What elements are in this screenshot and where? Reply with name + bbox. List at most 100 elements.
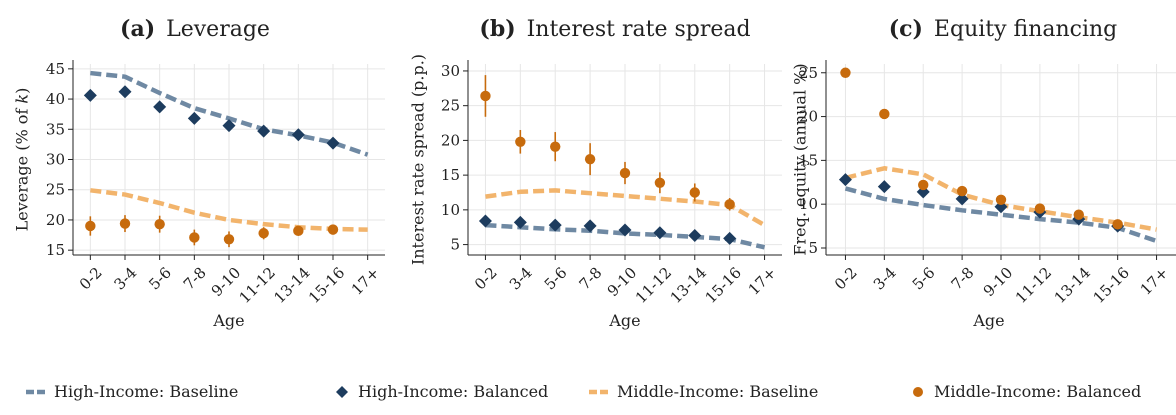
series-points-middle-income-balanced [480, 75, 735, 211]
series-line-high-income-baseline [844, 186, 1158, 244]
panel-title: (c) Equity financing [889, 16, 1118, 42]
data-point-circle [689, 187, 700, 198]
panel-title: (b) Interest rate spread [479, 16, 750, 42]
data-point-diamond [257, 124, 271, 138]
y-tick-label: 25 [799, 64, 818, 82]
data-point-circle [879, 108, 890, 120]
data-point-diamond [291, 128, 305, 142]
legend-item-high-income-balanced: High-Income: Balanced [336, 382, 548, 401]
data-point-circle [515, 136, 526, 147]
series-points-high-income-balanced [478, 214, 737, 245]
series-points-middle-income-balanced [85, 215, 339, 248]
data-point-diamond [187, 111, 201, 125]
data-point-diamond [877, 180, 891, 194]
series-points-middle-income-balanced [840, 67, 1123, 230]
y-tick-label: 10 [799, 195, 818, 213]
data-point-circle [223, 234, 235, 245]
data-point-circle [918, 179, 929, 191]
legend-item-middle-income-baseline: Middle-Income: Baseline [589, 382, 818, 401]
data-point-circle [619, 167, 631, 179]
data-point-circle [293, 225, 304, 237]
legend-label: High-Income: Baseline [54, 382, 238, 401]
panel-title-text: Interest rate spread [516, 17, 751, 42]
data-point-circle [1073, 209, 1084, 220]
x-tick-label: 13-14 [270, 264, 313, 307]
panel-title-text: Equity financing [923, 17, 1117, 42]
panel-title: (a) Leverage [120, 16, 270, 42]
y-tick-label: 25 [441, 97, 460, 115]
data-point-circle [119, 218, 131, 229]
panel-label: (a) [120, 16, 155, 42]
legend-item-high-income-baseline: High-Income: Baseline [26, 382, 238, 401]
x-axis-label: Age [212, 311, 244, 330]
series-line-high-income-baseline [485, 222, 766, 250]
data-point-circle [956, 185, 968, 197]
y-tick-label: 30 [46, 151, 65, 169]
data-point-diamond [653, 226, 667, 240]
x-tick-label: 0-2 [76, 264, 106, 294]
y-tick-label: 25 [46, 181, 65, 199]
y-tick-label: 35 [46, 120, 65, 138]
data-point-circle [995, 194, 1007, 206]
data-point-diamond [838, 173, 852, 187]
legend-label: High-Income: Balanced [358, 382, 548, 401]
legend: High-Income: Baseline High-Income: Balanc… [26, 382, 1141, 401]
x-tick-label: 13-14 [1051, 264, 1094, 307]
x-tick-label: 13-14 [667, 264, 710, 307]
y-tick-label: 10 [441, 201, 460, 219]
y-axis-label: Leverage (% of k) [13, 88, 32, 232]
data-point-circle [550, 141, 561, 152]
x-tick-label: 17+ [348, 264, 383, 299]
legend-swatch-circle [913, 387, 923, 397]
x-tick-label: 5-6 [909, 264, 939, 294]
data-point-diamond [478, 214, 492, 228]
data-point-diamond [583, 219, 597, 233]
y-tick-label: 20 [46, 211, 65, 229]
y-tick-label: 40 [46, 90, 65, 108]
legend-swatch-diamond [336, 386, 348, 398]
data-point-circle [189, 232, 200, 243]
x-axis-label: Age [972, 311, 1004, 330]
data-point-diamond [153, 100, 167, 114]
data-point-circle [154, 218, 165, 230]
y-tick-label: 30 [441, 62, 460, 80]
data-point-diamond [618, 223, 632, 237]
data-point-circle [584, 153, 596, 165]
y-axis-label: Interest rate spread (p.p.) [409, 54, 428, 265]
data-point-diamond [83, 88, 97, 102]
x-axis-label: Age [608, 311, 640, 330]
x-tick-label: 15-16 [702, 264, 745, 307]
data-point-circle [258, 228, 269, 239]
y-tick-label: 15 [799, 151, 818, 169]
legend-label: Middle-Income: Baseline [617, 382, 818, 401]
data-point-circle [85, 220, 96, 232]
panel-title-text: Leverage [155, 17, 270, 42]
data-point-diamond [548, 218, 562, 232]
series-points-high-income-balanced [838, 173, 1125, 233]
y-tick-label: 5 [808, 239, 818, 257]
x-tick-label: 3-4 [111, 264, 141, 294]
series-lines [90, 70, 369, 232]
panel-label: (c) [889, 16, 923, 42]
x-tick-label: 3-4 [506, 264, 536, 294]
series-line-middle-income-baseline [90, 188, 368, 232]
data-point-circle [1112, 219, 1123, 230]
legend-item-middle-income-balanced: Middle-Income: Balanced [913, 382, 1141, 401]
x-tick-label: 17+ [745, 264, 780, 299]
x-tick-label: 7-8 [180, 264, 210, 294]
panel-c: 5 10 15 20 25 0-2 3-4 5-6 7-8 9-1011-1213-1415-16… [791, 16, 1176, 330]
data-point-circle [480, 90, 491, 102]
x-tick-label: 17+ [1137, 264, 1172, 299]
data-point-diamond [222, 119, 236, 133]
x-tick-label: 9-10 [980, 264, 1017, 301]
x-tick-label: 7-8 [576, 264, 606, 294]
x-tick-label: 7-8 [948, 264, 978, 294]
data-point-circle [1034, 203, 1046, 214]
x-tick-label: 0-2 [831, 264, 861, 294]
data-point-circle [840, 67, 851, 78]
y-tick-label: 15 [441, 166, 460, 184]
x-tick-label: 11-12 [632, 264, 675, 307]
